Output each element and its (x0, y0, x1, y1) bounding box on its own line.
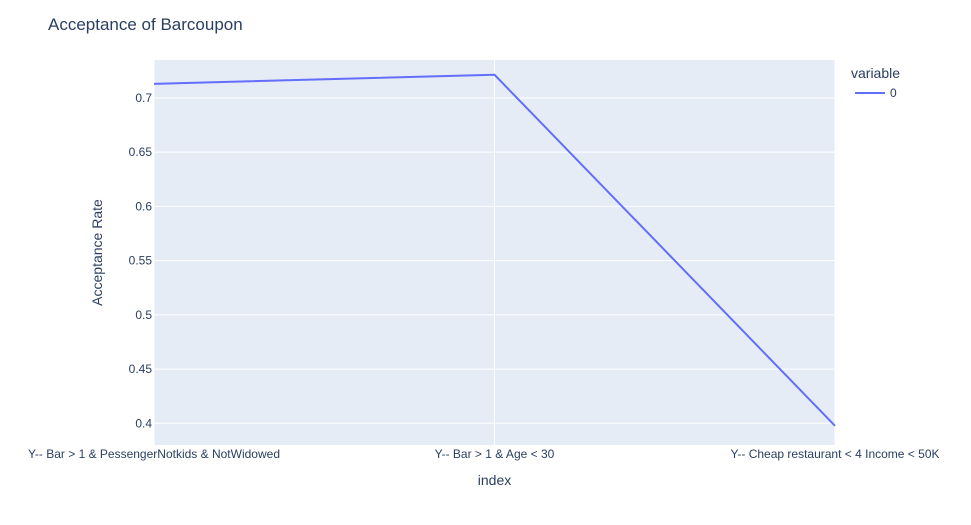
x-tick-label: Y-- Cheap restaurant < 4 Income < 50K (730, 447, 939, 461)
y-tick-label: 0.55 (129, 254, 153, 268)
x-axis-title: index (478, 472, 511, 488)
y-tick-label: 0.6 (135, 199, 152, 213)
x-tick-label: Y-- Bar > 1 & PessengerNotkids & NotWido… (28, 447, 280, 461)
legend-item-label: 0 (890, 86, 897, 100)
y-axis-title: Acceptance Rate (89, 199, 105, 306)
chart-title: Acceptance of Barcoupon (48, 15, 243, 34)
y-tick-label: 0.65 (129, 145, 153, 159)
y-tick-label: 0.7 (135, 91, 152, 105)
data-point[interactable] (148, 78, 160, 90)
legend-title: variable (851, 65, 900, 81)
x-axis-ticks: Y-- Bar > 1 & PessengerNotkids & NotWido… (28, 447, 940, 461)
y-axis-ticks: 0.4 0.45 0.5 0.55 0.6 0.65 0.7 (129, 91, 153, 430)
data-point[interactable] (829, 420, 841, 432)
y-tick-label: 0.5 (135, 308, 152, 322)
x-tick-label: Y-- Bar > 1 & Age < 30 (435, 447, 555, 461)
series-layer (148, 69, 841, 432)
gridlines (153, 60, 836, 445)
data-point[interactable] (489, 69, 501, 81)
y-tick-label: 0.45 (129, 362, 153, 376)
y-tick-label: 0.4 (135, 416, 152, 430)
legend[interactable]: variable 0 (851, 65, 900, 100)
series-line-0[interactable] (153, 73, 836, 427)
